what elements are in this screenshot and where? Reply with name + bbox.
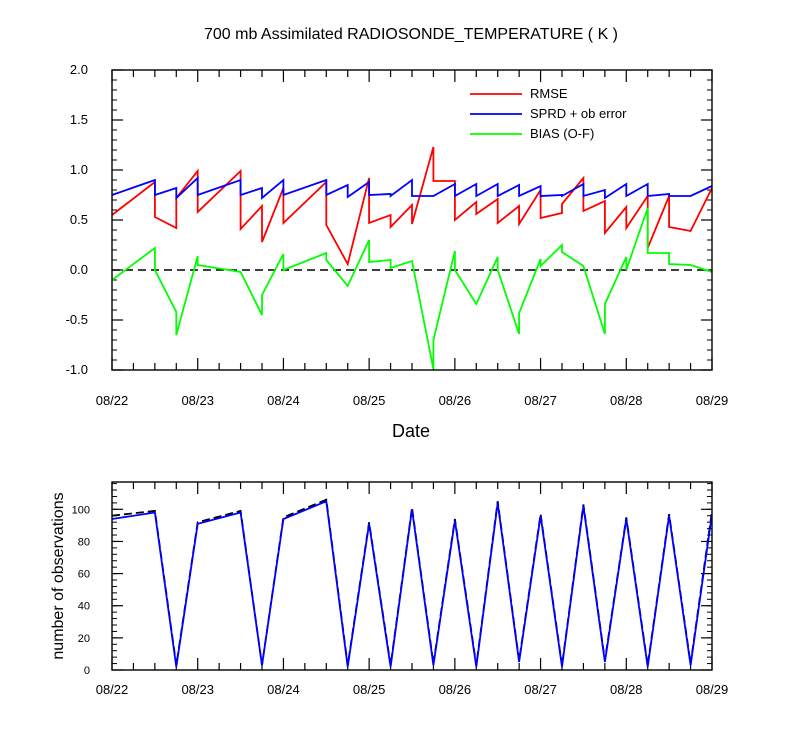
- y-tick-label: 1.5: [70, 112, 88, 127]
- series-line-bias-o-f-: [112, 207, 712, 370]
- plot-frame: [111, 481, 713, 671]
- legend-label: SPRD + ob error: [530, 106, 627, 121]
- y-tick-label: 40: [78, 601, 90, 613]
- y-tick-label: 0.0: [70, 262, 88, 277]
- x-tick-label: 08/25: [353, 393, 386, 408]
- y-tick-label: -0.5: [66, 312, 88, 327]
- x-tick-label: 08/28: [610, 393, 643, 408]
- x-tick-label: 08/25: [353, 682, 386, 697]
- legend: RMSE SPRD + ob error BIAS (O-F): [470, 86, 627, 141]
- plot-frame: [111, 69, 713, 371]
- y-tick-label: 80: [78, 536, 90, 548]
- y-tick-label: 1.0: [70, 162, 88, 177]
- legend-label: RMSE: [530, 86, 568, 101]
- x-tick-label: 08/22: [96, 682, 129, 697]
- x-tick-label: 08/24: [267, 393, 300, 408]
- y-tick-label: 100: [72, 504, 90, 516]
- y-axis-label-observations: number of observations: [50, 492, 67, 659]
- y-tick-label: 20: [78, 633, 90, 645]
- x-axis-label: Date: [392, 421, 430, 441]
- series-line-assimilated: [112, 500, 712, 667]
- y-tick-label: 0: [84, 665, 90, 677]
- series-line-sprd-ob-error: [112, 175, 712, 201]
- x-tick-label: 08/24: [267, 682, 300, 697]
- y-tick-label: 2.0: [70, 62, 88, 77]
- series-line-rmse: [112, 146, 712, 267]
- series-line-possible: [112, 498, 712, 666]
- x-tick-label: 08/29: [696, 682, 729, 697]
- x-tick-label: 08/26: [439, 682, 472, 697]
- x-tick-label: 08/28: [610, 682, 643, 697]
- x-tick-label: 08/27: [524, 682, 557, 697]
- plot-statistics: 2.0 1.5 1.0 0.5 0.0 -0.5 -1.0 08/22 08/23 08/24 08…: [66, 62, 729, 408]
- x-tick-label: 08/27: [524, 393, 557, 408]
- y-tick-label: 60: [78, 569, 90, 581]
- legend-label: BIAS (O-F): [530, 126, 594, 141]
- x-tick-label: 08/22: [96, 393, 129, 408]
- y-tick-label: -1.0: [66, 362, 88, 377]
- y-tick-label: 0.5: [70, 212, 88, 227]
- chart-title: 700 mb Assimilated RADIOSONDE_TEMPERATUR…: [204, 26, 618, 43]
- x-tick-label: 08/23: [181, 682, 214, 697]
- x-tick-label: 08/26: [439, 393, 472, 408]
- x-tick-label: 08/23: [181, 393, 214, 408]
- x-tick-label: 08/29: [696, 393, 729, 408]
- plot-observations: 0 20 40 60 80 100 08/22 08/23 08/24 08/25 08/26 08/…: [72, 481, 729, 697]
